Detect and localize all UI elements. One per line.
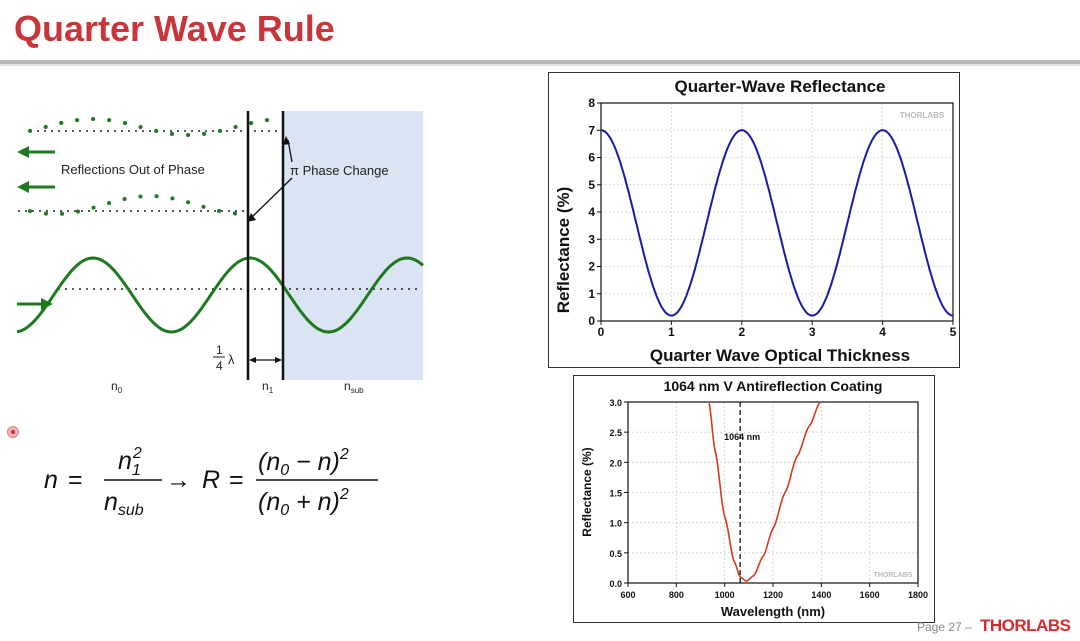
eq-arrow: → xyxy=(166,466,191,494)
chart1-xtick-label: 4 xyxy=(879,325,886,339)
label-reflections: Reflections Out of Phase xyxy=(61,162,205,177)
chart1-ytick-label: 7 xyxy=(588,123,595,137)
chart2-xtick-label: 1600 xyxy=(860,590,880,600)
eq-equals-2: = xyxy=(229,466,244,494)
chart1-ylabel: Reflectance (%) xyxy=(554,187,573,314)
eq-nsub: nsub xyxy=(104,488,144,519)
header-divider xyxy=(0,60,1080,64)
left-arrow-icon xyxy=(17,181,55,193)
thickness-marker xyxy=(249,357,282,363)
chart1-xtick-label: 3 xyxy=(809,325,816,339)
page-number: Page 27 – xyxy=(917,620,972,634)
eq-equals: = xyxy=(68,466,83,494)
thorlabs-logo: THORLABS xyxy=(980,616,1071,635)
label-n1: n1 xyxy=(262,379,274,395)
chart1-plot-frame xyxy=(600,102,954,322)
substrate-region xyxy=(283,111,423,380)
quarter-wave-equation: n = n12 nsub → R = (n0 − n)2 (n0 + n)2 xyxy=(44,445,378,519)
chart1-xtick-label: 5 xyxy=(950,325,957,339)
eq-denominator: (n0 + n)2 xyxy=(258,486,349,519)
chart2-watermark: THORLABS xyxy=(874,572,913,579)
chart2-plot-frame xyxy=(627,401,919,584)
chart1-ytick-label: 2 xyxy=(588,260,595,274)
chart1-ytick-label: 6 xyxy=(588,151,595,165)
eq-n1: n12 xyxy=(118,445,142,479)
chart1-ytick-label: 0 xyxy=(588,314,595,328)
reflected-wave-bottom xyxy=(28,194,250,216)
slide-title: Quarter Wave Rule xyxy=(14,8,335,49)
chart1-series-line xyxy=(601,129,953,317)
chart2-ytick-label: 1.5 xyxy=(609,489,622,499)
chart2-xtick-label: 600 xyxy=(620,590,635,600)
chart2-xtick-label: 1200 xyxy=(763,590,783,600)
chart1-ytick-label: 3 xyxy=(588,232,595,246)
antireflection-coating-chart: 1064 nm V Antireflection Coating Wavelen… xyxy=(573,375,935,623)
pointer-dot xyxy=(7,426,19,438)
fraction-denominator: 4 xyxy=(216,359,223,373)
chart2-ytick-label: 1.0 xyxy=(609,519,622,529)
header-divider-shadow xyxy=(0,64,1080,66)
chart2-xtick-label: 1400 xyxy=(811,590,831,600)
lambda-symbol: λ xyxy=(228,352,235,367)
eq-n: n xyxy=(44,466,58,494)
chart2-ytick-label: 3.0 xyxy=(609,398,622,408)
chart2-ytick-label: 2.5 xyxy=(609,428,622,438)
chart1-ytick-label: 8 xyxy=(588,96,595,110)
left-arrow-icon xyxy=(17,146,55,158)
eq-R: R xyxy=(202,466,220,494)
chart2-ytick-label: 0.5 xyxy=(609,549,622,559)
chart1-xtick-label: 1 xyxy=(668,325,675,339)
quarter-wave-reflectance-chart: Quarter-Wave Reflectance Quarter Wave Op… xyxy=(548,72,960,368)
chart1-ytick-label: 5 xyxy=(588,178,595,192)
chart1-ytick-label: 4 xyxy=(588,205,595,219)
right-arrow-icon xyxy=(17,298,53,310)
label-n0: n0 xyxy=(111,379,123,395)
phase-pointer-arrow-icon xyxy=(283,136,293,163)
chart2-xtick-label: 800 xyxy=(669,590,684,600)
label-nsub: nsub xyxy=(344,379,364,395)
label-phase-change: π Phase Change xyxy=(290,163,389,178)
chart2-ylabel: Reflectance (%) xyxy=(580,447,594,536)
eq-numerator: (n0 − n)2 xyxy=(258,446,349,479)
phase-pointer-arrow-icon xyxy=(247,177,293,222)
chart1-ytick-label: 1 xyxy=(588,287,595,301)
chart1-xlabel: Quarter Wave Optical Thickness xyxy=(650,346,910,365)
chart1-xtick-label: 0 xyxy=(598,325,605,339)
chart2-title: 1064 nm V Antireflection Coating xyxy=(664,378,883,394)
chart2-annotation-label: 1064 nm xyxy=(724,432,760,442)
chart1-title: Quarter-Wave Reflectance xyxy=(674,77,885,96)
incident-wave xyxy=(16,256,424,334)
reflected-wave-top xyxy=(28,117,284,137)
fraction-numerator: 1 xyxy=(216,343,223,357)
chart1-watermark: THORLABS xyxy=(900,111,945,120)
chart1-xtick-label: 2 xyxy=(738,325,745,339)
chart2-xtick-label: 1800 xyxy=(908,590,928,600)
chart2-xtick-label: 1000 xyxy=(715,590,735,600)
chart2-series-line xyxy=(708,401,821,582)
chart2-ytick-label: 0.0 xyxy=(609,579,622,589)
quarter-wave-diagram: Reflections Out of Phase π Phase Change … xyxy=(16,111,424,395)
chart2-xlabel: Wavelength (nm) xyxy=(721,604,825,619)
chart2-ytick-label: 2.0 xyxy=(609,458,622,468)
